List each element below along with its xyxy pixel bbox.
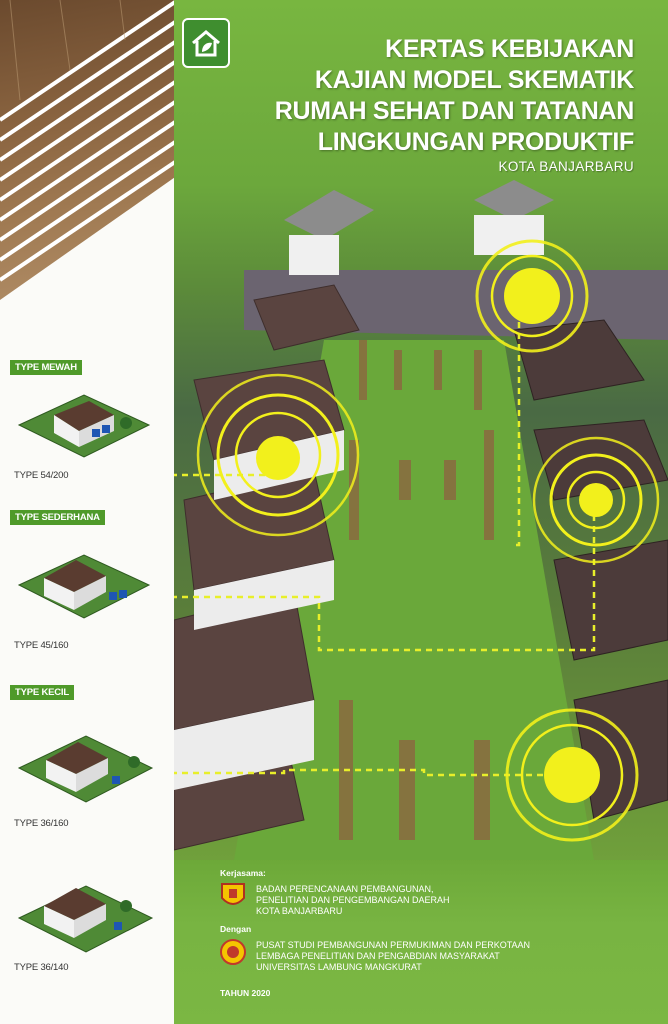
- year-label: TAHUN 2020: [220, 988, 271, 998]
- org1-line: KOTA BANJARBARU: [256, 906, 343, 916]
- ulm-emblem-icon: [220, 939, 246, 965]
- title-line: KERTAS KEBIJAKAN: [385, 35, 634, 63]
- kerjasama-label: Kerjasama:: [220, 868, 266, 878]
- cover-footer: Kerjasama: BADAN PERENCANAAN PEMBANGUNAN…: [174, 860, 668, 1024]
- left-strip: TYPE MEWAH TYPE 54/200 TYPE SEDERHANA TY…: [0, 0, 178, 1024]
- house-leaf-logo: [182, 18, 230, 68]
- cover-title-block: KERTAS KEBIJAKAN KAJIAN MODEL SKEMATIK R…: [274, 34, 635, 176]
- org2-line: PUSAT STUDI PEMBANGUNAN PERMUKIMAN DAN P…: [256, 940, 531, 950]
- title-line: KAJIAN MODEL SKEMATIK: [314, 66, 634, 94]
- house-isometric-illustration: [17, 735, 154, 803]
- type-label-36-140: TYPE 36/140: [14, 962, 69, 973]
- dengan-label: Dengan: [220, 924, 252, 934]
- type-tag-mewah: TYPE MEWAH: [10, 360, 82, 375]
- aerial-housing-render: [174, 180, 668, 860]
- house-isometric-illustration: [17, 554, 151, 619]
- subtitle-city: KOTA BANJARBARU: [498, 159, 634, 174]
- org2-line: LEMBAGA PENELITIAN DAN PENGABDIAN MASYAR…: [256, 951, 500, 961]
- org1-line: BADAN PERENCANAAN PEMBANGUNAN,: [256, 884, 434, 894]
- type-tag-kecil: TYPE KECIL: [10, 685, 74, 700]
- org2-line: UNIVERSITAS LAMBUNG MANGKURAT: [256, 962, 422, 972]
- banjarbaru-emblem-icon: [221, 883, 245, 905]
- diagonal-stripes-decoration: [0, 0, 178, 340]
- type-tag-sederhana: TYPE SEDERHANA: [10, 510, 105, 525]
- house-isometric-illustration: [17, 885, 154, 953]
- title-line: RUMAH SEHAT DAN TATANAN: [274, 97, 635, 125]
- house-isometric-illustration: [17, 394, 151, 458]
- house-leaf-icon: [192, 30, 220, 57]
- type-label-54-200: TYPE 54/200: [14, 470, 69, 481]
- type-label-45-160: TYPE 45/160: [14, 640, 69, 651]
- title-line: LINGKUNGAN PRODUKTIF: [317, 128, 635, 156]
- cover-main-panel: KERTAS KEBIJAKAN KAJIAN MODEL SKEMATIK R…: [174, 0, 668, 1024]
- org1-line: PENELITIAN DAN PENGEMBANGAN DAERAH: [256, 895, 450, 905]
- type-label-36-160: TYPE 36/160: [14, 818, 69, 829]
- wood-texture-header: [0, 0, 178, 340]
